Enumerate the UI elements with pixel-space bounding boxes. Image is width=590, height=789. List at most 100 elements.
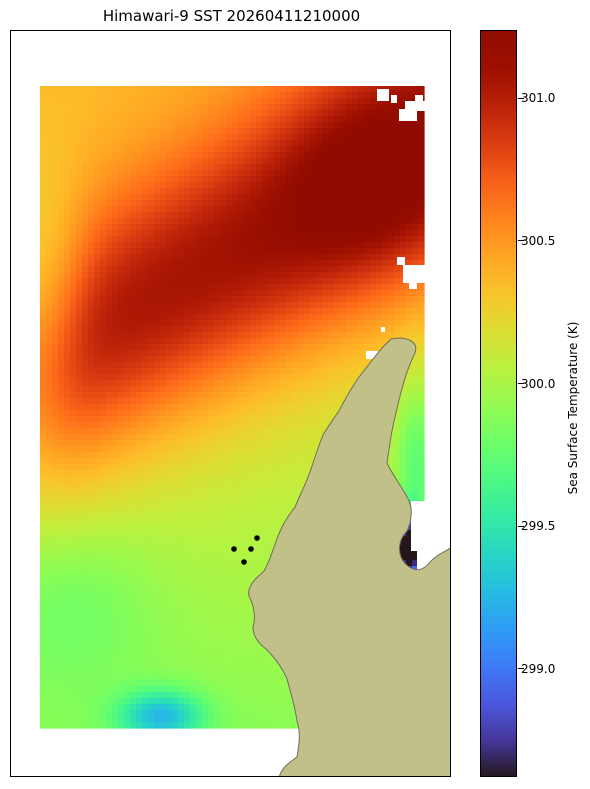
sst-cell [256,116,263,123]
sst-cell [118,440,125,447]
sst-cell [226,92,233,99]
sst-cell [46,524,53,531]
sst-cell [370,182,377,189]
sst-cell [268,530,275,537]
sst-cell [208,434,215,441]
sst-cell [190,188,197,195]
sst-cell [316,104,323,111]
sst-cell [346,314,353,321]
sst-cell [256,110,263,117]
sst-cell [124,500,131,507]
sst-cell [346,128,353,135]
sst-cell [268,362,275,369]
sst-cell [88,314,95,321]
sst-cell [370,164,377,171]
sst-cell [112,344,119,351]
sst-cell [238,362,245,369]
sst-cell [142,344,149,351]
sst-cell [178,326,185,333]
sst-cell [340,248,347,255]
sst-cell [202,506,209,513]
sst-cell [136,170,143,177]
sst-cell [232,278,239,285]
sst-cell [172,506,179,513]
sst-cell [268,188,275,195]
sst-cell [118,110,125,117]
sst-cell [388,320,395,327]
sst-cell [196,458,203,465]
sst-cell [178,116,185,123]
sst-cell [400,416,407,423]
sst-cell [178,128,185,135]
sst-cell [148,410,155,417]
sst-cell [118,260,125,267]
sst-cell [250,302,257,309]
sst-cell [94,176,101,183]
sst-cell [160,524,167,531]
sst-cell [76,428,83,435]
sst-cell [262,110,269,117]
sst-cell [298,236,305,243]
sst-cell [352,266,359,273]
sst-cell [226,122,233,129]
sst-cell [364,296,371,303]
sst-cell [298,116,305,123]
sst-cell [310,368,317,375]
sst-cell [106,326,113,333]
sst-cell [112,176,119,183]
sst-cell [88,434,95,441]
sst-cell [172,458,179,465]
sst-cell [142,152,149,159]
sst-cell [418,320,425,327]
sst-cell [196,314,203,321]
sst-cell [172,266,179,273]
sst-cell [400,218,407,225]
sst-cell [106,116,113,123]
sst-cell [112,350,119,357]
sst-cell [94,500,101,507]
sst-cell [310,308,317,315]
sst-cell [46,164,53,171]
sst-cell [268,506,275,513]
sst-cell [106,500,113,507]
sst-cell [400,404,407,411]
sst-cell [70,392,77,399]
sst-cell [316,308,323,315]
sst-cell [64,392,71,399]
sst-cell [184,362,191,369]
sst-cell [274,338,281,345]
sst-cell [184,104,191,111]
sst-cell [52,158,59,165]
sst-cell [196,224,203,231]
sst-cell [376,128,383,135]
sst-cell [46,512,53,519]
sst-cell [316,362,323,369]
sst-cell [292,86,299,93]
sst-cell [292,368,299,375]
sst-cell [118,530,125,537]
sst-cell [226,188,233,195]
sst-cell [316,380,323,387]
sst-cell [292,242,299,249]
sst-cell [64,398,71,405]
sst-cell [280,386,287,393]
sst-cell [136,494,143,501]
sst-cell [412,338,419,345]
sst-cell [376,182,383,189]
sst-cell [46,272,53,279]
sst-cell [154,344,161,351]
sst-cell [40,494,47,501]
sst-cell [94,236,101,243]
sst-cell [226,320,233,327]
sst-cell [58,464,65,471]
sst-cell [94,428,101,435]
sst-cell [148,104,155,111]
sst-cell [208,344,215,351]
sst-cell [64,278,71,285]
sst-cell [178,152,185,159]
sst-cell [280,206,287,213]
sst-cell [148,308,155,315]
sst-cell [292,230,299,237]
sst-cell [274,290,281,297]
sst-cell [154,434,161,441]
